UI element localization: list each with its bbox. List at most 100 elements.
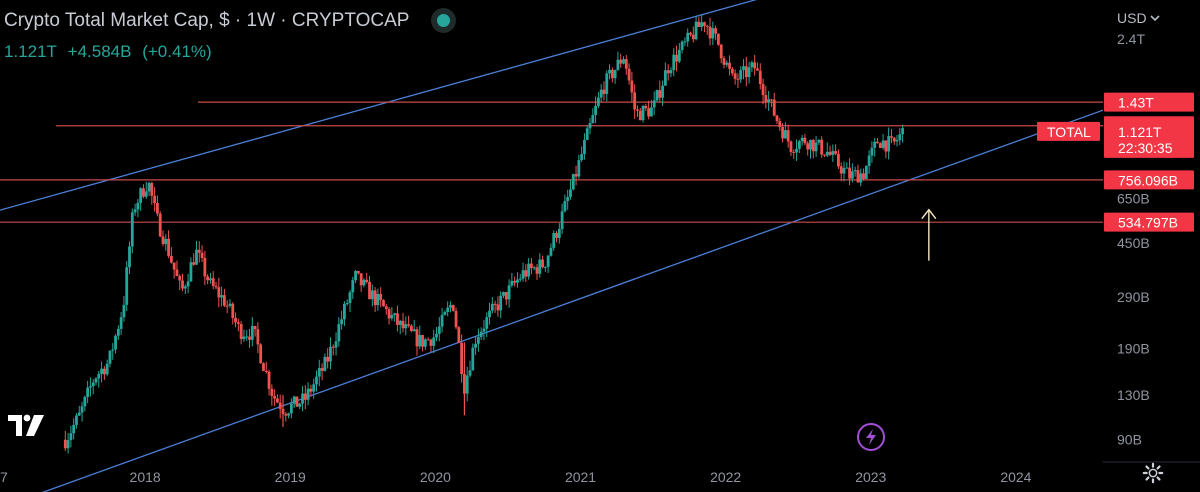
candle-body [189, 262, 193, 282]
candle-body [675, 54, 678, 62]
candle-body [197, 249, 201, 253]
candle-body [306, 388, 310, 400]
time-axis[interactable]: 7 2018 2019 2020 2021 2022 2023 2024 [0, 469, 1032, 485]
time-tick-label: 2020 [420, 469, 451, 485]
candle-body [549, 247, 553, 256]
candle-body [764, 95, 768, 102]
candle-body [870, 147, 874, 156]
price-scale-background [1103, 0, 1200, 492]
candle-body [901, 128, 905, 135]
candle-body [298, 403, 302, 407]
candle-body [167, 238, 170, 256]
candle-body [122, 304, 126, 318]
candle-body [242, 336, 246, 340]
candle-body [806, 143, 810, 150]
candle-body [566, 196, 570, 202]
candle-body [317, 368, 321, 377]
candle-body [200, 252, 204, 258]
candle-body [873, 141, 877, 148]
candle-body [884, 140, 888, 152]
candle-body [705, 25, 709, 27]
candle-body [183, 286, 187, 289]
candle-body [114, 335, 117, 350]
candle-body [66, 439, 70, 449]
candle-body [471, 347, 475, 371]
horizontal-levels [0, 101, 1103, 223]
candle-body [289, 403, 293, 414]
candle-body [580, 154, 584, 161]
candle-body [245, 336, 249, 338]
candle-body [792, 151, 796, 153]
candle-body [390, 314, 394, 319]
candle-body [797, 141, 801, 149]
candle-body [803, 137, 807, 144]
candle-body [499, 295, 503, 311]
candle-body [783, 130, 787, 139]
candle-body [175, 269, 179, 277]
candle-body [772, 99, 776, 116]
candle-body [373, 290, 377, 306]
candle-body [164, 238, 168, 245]
candle-body [206, 276, 210, 281]
candle-body [128, 246, 131, 268]
candle-body [217, 287, 221, 298]
candle-body [231, 303, 235, 318]
candle-body [178, 276, 182, 281]
time-tick-label: 2018 [130, 469, 161, 485]
candle-body [440, 314, 444, 327]
candle-body [666, 70, 670, 74]
price-scale[interactable]: 2.4T 650B 450B 290B 190B 130B 90B [1117, 31, 1150, 448]
lightning-icon[interactable] [856, 422, 886, 452]
candle-body [203, 257, 207, 277]
candle-body [479, 331, 483, 338]
candle-body [429, 339, 433, 346]
candle-body [859, 173, 863, 183]
candle-body [323, 356, 327, 371]
channel-lines [0, 0, 1104, 492]
candle-body [284, 413, 288, 416]
candle-body [69, 433, 73, 440]
candle-body [63, 439, 67, 449]
price-tick-label: 190B [1117, 341, 1150, 357]
candle-body [823, 154, 826, 156]
price-label-text: 1.43T [1118, 95, 1154, 111]
price-label-box [1104, 170, 1194, 190]
candle-body [744, 66, 748, 78]
candle-body [655, 90, 659, 101]
chart-header[interactable]: Crypto Total Market Cap, $ · 1W · CRYPTO… [4, 10, 451, 32]
candle-body [86, 387, 90, 397]
candle-body [594, 105, 597, 116]
candle-body [890, 136, 893, 138]
candle-body [136, 202, 140, 210]
chevron-down-icon [1150, 15, 1161, 22]
tradingview-logo[interactable] [6, 410, 46, 438]
candle-body [532, 267, 536, 269]
candle-body [585, 128, 589, 140]
price-label-box [1104, 121, 1194, 158]
symbol-tag-text: TOTAL [1047, 124, 1091, 140]
candle-body [856, 170, 860, 183]
symbol-title[interactable]: Crypto Total Market Cap, $ · 1W · CRYPTO… [4, 10, 410, 31]
candle-body [409, 325, 413, 332]
candle-body [689, 32, 692, 35]
annotation-arrow [921, 208, 937, 261]
gear-icon[interactable] [1142, 462, 1164, 484]
candle-body [711, 28, 715, 39]
candle-body [786, 130, 790, 142]
candle-body [139, 188, 143, 203]
candle-body [552, 233, 556, 248]
candle-body [195, 249, 198, 265]
candle-body [234, 317, 237, 323]
candle-body [588, 123, 592, 129]
candle-body [747, 67, 751, 78]
candle-body [756, 68, 759, 71]
candle-body [834, 151, 838, 154]
currency-selector[interactable]: USD [1117, 10, 1161, 26]
candle-body [250, 325, 254, 340]
candle-body [169, 255, 173, 263]
candle-body [775, 115, 779, 122]
candle-body [521, 270, 525, 279]
candle-body [828, 151, 832, 155]
candle-body [287, 413, 290, 416]
